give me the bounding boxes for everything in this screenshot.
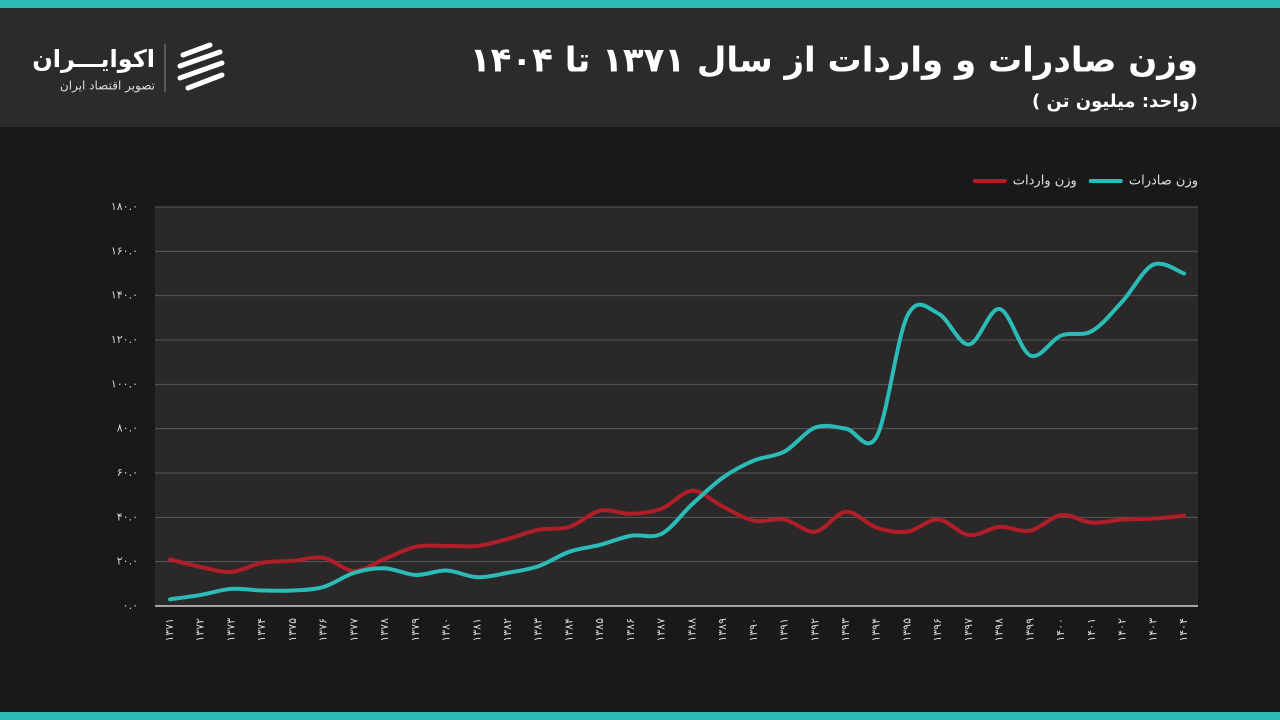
- x-tick-label: ۱۳۷۱: [163, 618, 176, 642]
- y-tick-label: ۱۰۰.۰: [111, 377, 138, 390]
- bottom-strip: [0, 712, 1280, 720]
- x-tick-label: ۱۳۸۸: [685, 618, 698, 642]
- x-tick-label: ۱۳۷۴: [255, 618, 268, 642]
- brand-tagline: تصویر اقتصاد ایران: [60, 79, 155, 94]
- series-line: [168, 488, 1186, 574]
- plot-area: [155, 207, 1198, 606]
- x-tick-label: ۱۳۸۳: [532, 618, 545, 642]
- x-tick-label: ۱۳۹۱: [778, 618, 791, 642]
- x-tick-label: ۱۳۷۸: [378, 618, 391, 642]
- chart-subtitle: ( واحد: میلیون تن): [1032, 91, 1198, 112]
- x-tick-label: ۱۳۹۵: [900, 618, 913, 642]
- x-tick-label: ۱۳۸۱: [470, 618, 483, 642]
- x-tick-label: ۱۳۸۵: [593, 618, 606, 642]
- x-tick-label: ۱۳۷۵: [286, 618, 299, 642]
- y-tick-label: ۰.۰: [123, 599, 138, 612]
- x-tick-label: ۱۳۸۰: [440, 618, 453, 642]
- x-tick-label: ۱۴۰۰: [1054, 618, 1067, 642]
- y-tick-label: ۱۲۰.۰: [111, 333, 138, 346]
- brand-name: اکوایـــران: [32, 45, 155, 73]
- x-tick-label: ۱۳۷۹: [409, 618, 422, 642]
- logo: اکوایـــران تصویر اقتصاد ایران: [32, 42, 225, 94]
- x-tick-label: ۱۳۹۲: [808, 618, 821, 642]
- x-tick-label: ۱۳۹۷: [962, 618, 975, 642]
- chart-title: وزن صادرات و واردات از سال ۱۳۷۱ تا ۱۴۰۴: [470, 41, 1198, 81]
- y-tick-label: ۱۴۰.۰: [111, 289, 138, 302]
- y-tick-label: ۸۰.۰: [117, 422, 138, 435]
- x-tick-label: ۱۴۰۴: [1177, 618, 1190, 642]
- x-tick-label: ۱۳۸۷: [655, 618, 668, 642]
- x-tick-label: ۱۳۸۶: [624, 618, 637, 642]
- x-tick-label: ۱۳۹۸: [993, 618, 1006, 642]
- legend-label: وزن واردات: [1013, 174, 1077, 189]
- x-tick-label: ۱۳۷۶: [317, 618, 330, 642]
- x-tick-label: ۱۳۹۳: [839, 618, 852, 642]
- legend-label: وزن صادرات: [1129, 174, 1198, 189]
- series-line: [168, 261, 1186, 602]
- logo-icon: [177, 42, 225, 91]
- x-tick-label: ۱۳۷۷: [347, 618, 360, 642]
- y-tick-label: ۱۸۰.۰: [111, 200, 138, 213]
- x-tick-label: ۱۳۹۰: [747, 618, 760, 642]
- y-tick-label: ۶۰.۰: [117, 466, 138, 479]
- top-strip: [0, 0, 1280, 8]
- y-tick-label: ۲۰.۰: [117, 555, 138, 568]
- x-tick-label: ۱۳۷۲: [194, 618, 207, 642]
- x-tick-label: ۱۳۸۹: [716, 618, 729, 642]
- x-tick-label: ۱۳۹۴: [870, 618, 883, 642]
- x-tick-label: ۱۴۰۲: [1116, 618, 1129, 642]
- x-tick-label: ۱۳۸۲: [501, 618, 514, 642]
- x-tick-label: ۱۴۰۱: [1085, 618, 1098, 642]
- y-tick-label: ۴۰.۰: [117, 510, 138, 523]
- x-tick-label: ۱۴۰۳: [1146, 618, 1159, 642]
- y-tick-label: ۱۶۰.۰: [111, 244, 138, 257]
- x-tick-label: ۱۳۷۳: [224, 618, 237, 642]
- x-tick-label: ۱۳۹۶: [931, 618, 944, 642]
- x-tick-label: ۱۳۹۹: [1023, 618, 1036, 642]
- x-tick-label: ۱۳۸۴: [562, 618, 575, 642]
